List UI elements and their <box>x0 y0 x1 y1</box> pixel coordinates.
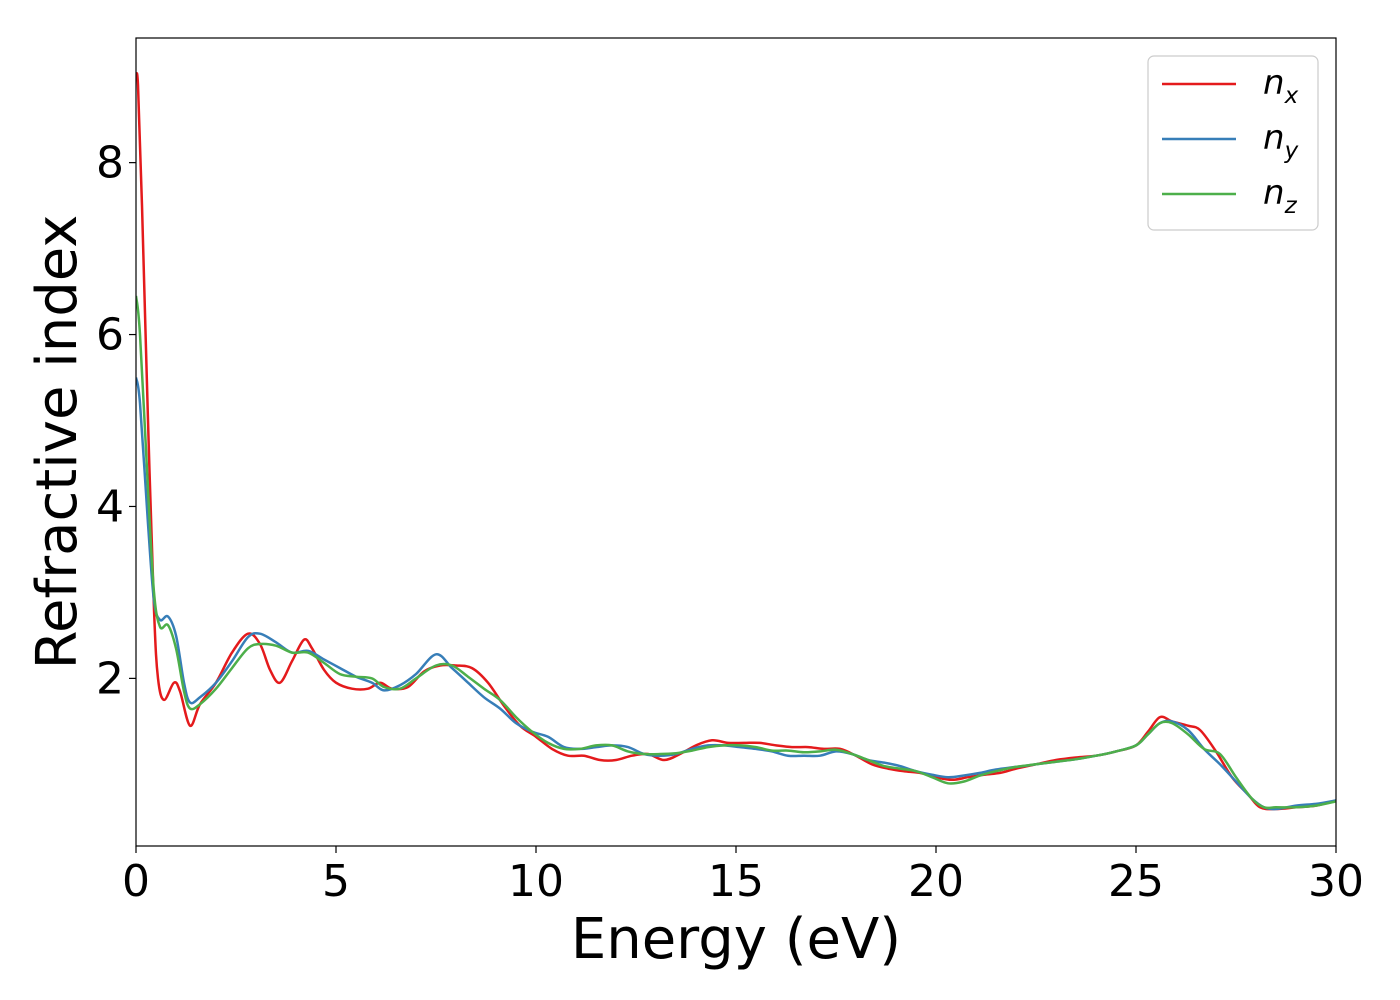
x-tick-label: 15 <box>708 856 764 907</box>
y-axis-title: Refractive index <box>25 215 90 670</box>
series-line-nz <box>136 295 1336 810</box>
x-tick-label: 20 <box>908 856 964 907</box>
y-tick-label: 4 <box>96 481 124 532</box>
x-tick-label: 0 <box>122 856 150 907</box>
x-tick-label: 5 <box>322 856 350 907</box>
plot-lines <box>136 72 1336 811</box>
x-tick-label: 30 <box>1308 856 1364 907</box>
x-axis-title: Energy (eV) <box>571 907 901 972</box>
x-tick-label: 25 <box>1108 856 1164 907</box>
y-axis-ticks: 2 4 6 8 <box>96 138 136 704</box>
y-tick-label: 2 <box>96 653 124 704</box>
x-axis-ticks: 0 5 10 15 20 25 30 <box>122 846 1364 907</box>
y-tick-label: 8 <box>96 138 124 189</box>
x-tick-label: 10 <box>508 856 564 907</box>
y-tick-label: 6 <box>96 310 124 361</box>
legend-box <box>1147 55 1319 231</box>
